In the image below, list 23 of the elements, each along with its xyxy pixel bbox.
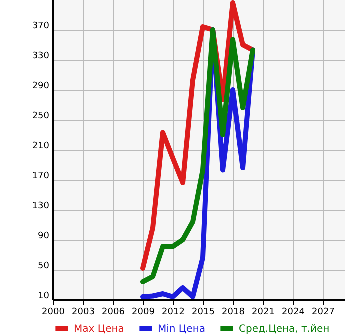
- x-tick-label: 2006: [102, 308, 126, 318]
- x-tick-label: 2024: [282, 308, 306, 318]
- legend-label: Max Цена: [74, 324, 124, 335]
- legend-label: Сред.Цена, т.йен: [239, 324, 330, 335]
- y-tick-label: 50: [38, 262, 50, 272]
- y-tick-label: 290: [32, 82, 50, 92]
- legend-label: Min Цена: [158, 324, 206, 335]
- x-tick-label: 2012: [162, 308, 185, 318]
- x-tick-label: 2021: [252, 308, 275, 318]
- x-tick-label: 2018: [222, 308, 246, 318]
- x-tick-label: 2015: [192, 308, 215, 318]
- x-tick-label: 2000: [42, 308, 66, 318]
- x-tick-label: 2003: [72, 308, 95, 318]
- y-tick-label: 90: [38, 232, 50, 242]
- y-tick-label: 250: [32, 112, 50, 122]
- y-tick-label: 330: [32, 52, 50, 62]
- x-tick-label: 2027: [312, 308, 335, 318]
- x-tick-label: 2009: [132, 308, 156, 318]
- y-tick-label: 170: [32, 172, 50, 182]
- y-tick-label: 10: [38, 292, 50, 302]
- y-tick-label: 130: [32, 202, 50, 212]
- y-tick-label: 210: [32, 142, 50, 152]
- y-tick-label: 370: [32, 22, 50, 32]
